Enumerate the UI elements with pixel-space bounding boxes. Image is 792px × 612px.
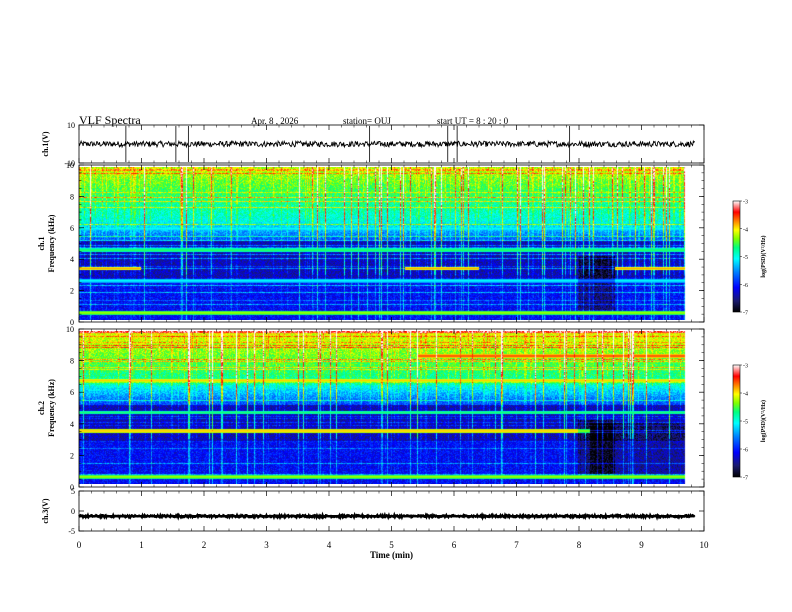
colorbar-tick-label: -4: [743, 392, 748, 398]
colorbar-tick-label: -3: [743, 364, 748, 370]
y-tick-label: 2: [70, 451, 74, 460]
waveform-trace: [78, 139, 695, 149]
colorbar: [732, 364, 741, 478]
y-tick-label: 0: [70, 483, 74, 492]
y-axis-label: ch.3(V): [41, 498, 50, 523]
y-axis-label: ch.1(V): [41, 131, 50, 156]
y-tick-label: 10: [67, 121, 75, 130]
y-tick-label: 6: [70, 388, 74, 397]
waveform-band: [79, 515, 695, 518]
colorbar-tick-label: -7: [743, 476, 748, 482]
x-tick-label: 6: [452, 540, 457, 550]
colorbar-tick-label: -7: [743, 311, 748, 317]
x-tick-label: 5: [389, 540, 394, 550]
x-tick-label: 10: [700, 540, 710, 550]
colorbar-tick-label: -3: [743, 200, 748, 206]
x-tick-label: 7: [514, 540, 519, 550]
y-tick-label: 6: [70, 224, 74, 233]
ch1-spectrogram: [79, 167, 694, 320]
y-tick-label: 10: [66, 325, 74, 334]
y-axis-label: Frequency (kHz): [47, 214, 56, 272]
x-tick-label: 0: [77, 540, 82, 550]
y-tick-label: 8: [70, 357, 74, 366]
colorbar-tick-label: -4: [743, 227, 748, 233]
y-tick-label: -5: [68, 527, 75, 536]
y-tick-label: 8: [70, 192, 74, 201]
x-tick-label: 3: [264, 540, 269, 550]
x-tick-label: 2: [202, 540, 207, 550]
colorbar-label: log(PSD)(V²/Hz): [760, 400, 767, 442]
panel-frame-2: [78, 164, 705, 323]
colorbar-tick-label: -6: [743, 283, 748, 289]
chart-title: VLF Spectra: [79, 113, 141, 127]
date-label: Apr. 8 , 2026: [251, 116, 299, 126]
channel-label: ch.2: [37, 401, 46, 415]
x-axis-label: Time (min): [370, 550, 413, 560]
x-tick-label: 9: [639, 540, 644, 550]
panel-frame-4: [78, 490, 705, 532]
y-tick-label: 0: [70, 318, 74, 327]
x-tick-label: 4: [327, 540, 332, 550]
y-tick-label: 2: [70, 287, 74, 296]
colorbar-label: log(PSD)(V²/Hz): [760, 235, 767, 277]
y-tick-label: 4: [70, 420, 74, 429]
y-tick-label: 4: [70, 255, 74, 264]
start-time-label: start UT = 8 : 20 : 0: [437, 116, 509, 126]
y-tick-label: 10: [66, 161, 74, 170]
colorbar-tick-label: -5: [743, 420, 748, 426]
colorbar-tick-label: -5: [743, 255, 748, 261]
y-tick-label: 0: [71, 507, 75, 516]
station-label: station= OUJ: [343, 116, 391, 126]
colorbar-tick-label: -6: [743, 448, 748, 454]
channel-label: ch.1: [37, 237, 46, 251]
x-tick-label: 1: [139, 540, 144, 550]
y-axis-label: Frequency (kHz): [47, 379, 56, 437]
y-tick-label: 5: [71, 487, 75, 496]
panel-frame-3: [78, 328, 705, 488]
y-tick-label: -10: [64, 159, 75, 168]
x-tick-label: 8: [577, 540, 582, 550]
ch2-spectrogram: [79, 331, 694, 484]
colorbar: [732, 200, 741, 313]
